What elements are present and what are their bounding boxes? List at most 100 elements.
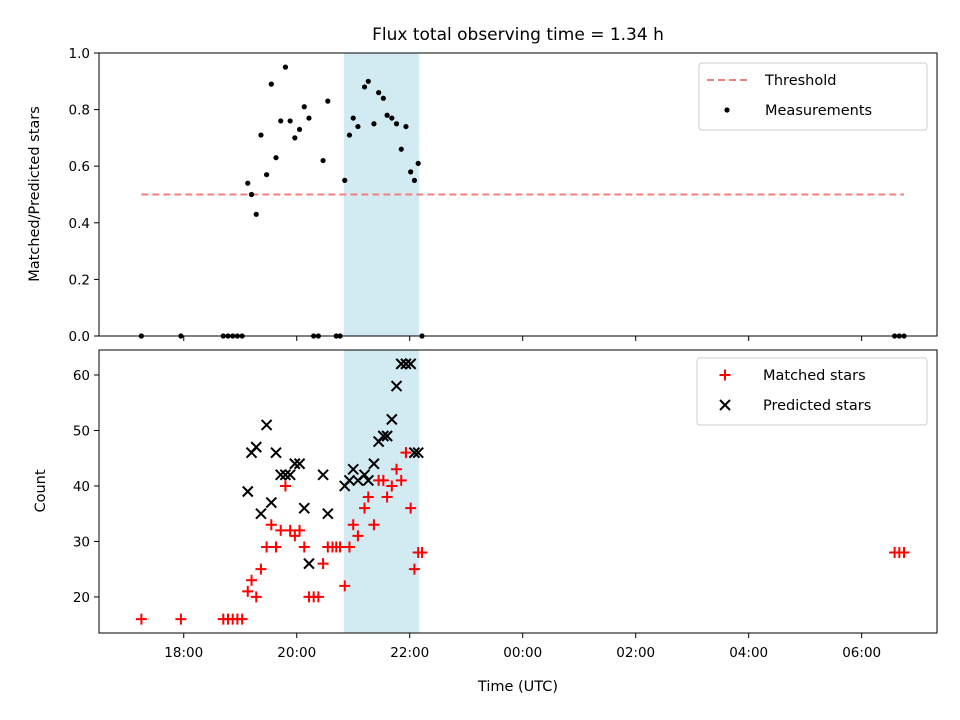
matched-star-point xyxy=(400,447,412,459)
legend-measurement-swatch xyxy=(724,107,730,113)
measurement-point xyxy=(365,78,371,84)
predicted-star-point xyxy=(275,469,287,481)
matched-star-point xyxy=(175,613,187,625)
matched-star-point xyxy=(347,519,359,531)
predicted-star-point xyxy=(381,430,393,442)
matched-star-point xyxy=(391,463,403,475)
measurement-point xyxy=(411,177,418,183)
matched-star-point xyxy=(339,580,351,592)
measurement-point xyxy=(296,126,303,133)
y-tick-label: 0.0 xyxy=(69,329,90,345)
y-tick-label: 0.4 xyxy=(69,216,90,232)
x-tick-label: 00:00 xyxy=(503,645,542,661)
measurement-point xyxy=(398,146,404,152)
matched-star-point xyxy=(265,519,277,531)
legend-box xyxy=(698,62,928,131)
top-plot-area: 0.0 0.2 0.4 0.6 0.8 1.0 Threshold Measurements xyxy=(69,46,938,345)
x-tick-label: 18:00 xyxy=(164,645,203,661)
legend-box xyxy=(696,357,928,426)
predicted-star-point xyxy=(358,469,371,481)
x-tick-label: 06:00 xyxy=(842,645,881,661)
predicted-star-point xyxy=(362,474,374,487)
matched-star-point xyxy=(368,519,380,531)
predicted-star-point xyxy=(317,469,329,481)
legend-label: Measurements xyxy=(765,103,872,119)
matched-star-point xyxy=(359,502,371,514)
measurement-point xyxy=(245,180,251,186)
matched-star-point xyxy=(279,480,291,492)
predicted-star-point xyxy=(343,474,356,487)
y-tick-label: 0.2 xyxy=(69,272,90,288)
measurement-point xyxy=(248,191,255,198)
predicted-star-point xyxy=(255,507,267,520)
measurement-point xyxy=(342,177,348,183)
chart-title: Flux total observing time = 1.34 h xyxy=(372,25,664,45)
predicted-star-point xyxy=(289,458,301,470)
legend-predicted-swatch xyxy=(719,399,731,411)
measurement-point xyxy=(371,121,377,127)
measurement-point xyxy=(287,118,293,124)
matched-star-point xyxy=(289,530,301,542)
predicted-star-point xyxy=(284,469,296,481)
predicted-star-point xyxy=(395,358,407,370)
matched-star-point xyxy=(261,541,273,553)
matched-star-point xyxy=(284,524,296,536)
measurement-point xyxy=(346,132,353,138)
x-tick-label: 22:00 xyxy=(390,645,429,661)
matched-star-point xyxy=(395,474,407,486)
matched-star-point xyxy=(275,524,287,536)
matched-star-point xyxy=(270,541,282,553)
predicted-star-point xyxy=(270,446,282,459)
predicted-star-point xyxy=(298,502,310,514)
measurement-point xyxy=(253,211,259,217)
measurement-point xyxy=(301,104,307,110)
measurement-point xyxy=(384,112,390,118)
matched-star-point xyxy=(362,491,374,503)
matched-star-point xyxy=(405,502,417,514)
predicted-star-point xyxy=(279,469,292,481)
measurement-point xyxy=(320,157,326,164)
y-tick-label: 0.6 xyxy=(69,159,90,175)
predicted-star-point xyxy=(265,496,278,509)
legend-matched-swatch xyxy=(719,369,731,381)
measurement-point xyxy=(415,160,421,166)
measurement-point xyxy=(325,98,331,104)
measurement-point xyxy=(350,115,356,121)
top-y-axis-label: Matched/Predicted stars xyxy=(27,106,43,282)
y-tick-label: 30 xyxy=(73,534,90,550)
matched-star-point xyxy=(317,558,329,570)
measurement-point xyxy=(273,155,279,161)
measurement-point xyxy=(282,64,289,70)
predicted-star-point xyxy=(250,441,262,453)
matched-star-point xyxy=(312,591,324,603)
measurement-point xyxy=(408,169,414,175)
matched-star-point xyxy=(255,563,267,575)
predicted-star-point xyxy=(390,380,403,392)
legend-label: Predicted stars xyxy=(763,398,871,414)
predicted-star-point xyxy=(377,430,390,442)
bottom-plot-area: 20 30 40 50 60 18:00 20:00 22:00 00:00 02:00 04:00… xyxy=(73,349,938,661)
predicted-star-point xyxy=(347,463,359,476)
matched-star-point xyxy=(416,547,428,559)
x-tick-label: 04:00 xyxy=(729,645,768,661)
legend-label: Matched stars xyxy=(763,368,866,384)
measurement-point xyxy=(355,123,361,130)
predicted-star-point xyxy=(293,458,306,470)
matched-star-point xyxy=(246,574,258,586)
measurement-point xyxy=(380,95,386,101)
predicted-star-point xyxy=(412,446,424,459)
matched-star-point xyxy=(352,530,364,542)
matched-star-point xyxy=(898,547,910,559)
measurement-point xyxy=(278,118,284,124)
measurement-point xyxy=(306,115,312,121)
predicted-star-point xyxy=(322,507,334,520)
measurement-point xyxy=(403,123,409,130)
x-axis-label: Time (UTC) xyxy=(477,679,558,695)
matched-star-point xyxy=(343,541,355,553)
matched-star-point xyxy=(298,541,310,553)
axes-frame xyxy=(98,349,938,634)
predicted-star-point xyxy=(368,458,380,470)
y-tick-label: 1.0 xyxy=(69,46,90,62)
matched-star-point xyxy=(408,563,420,575)
